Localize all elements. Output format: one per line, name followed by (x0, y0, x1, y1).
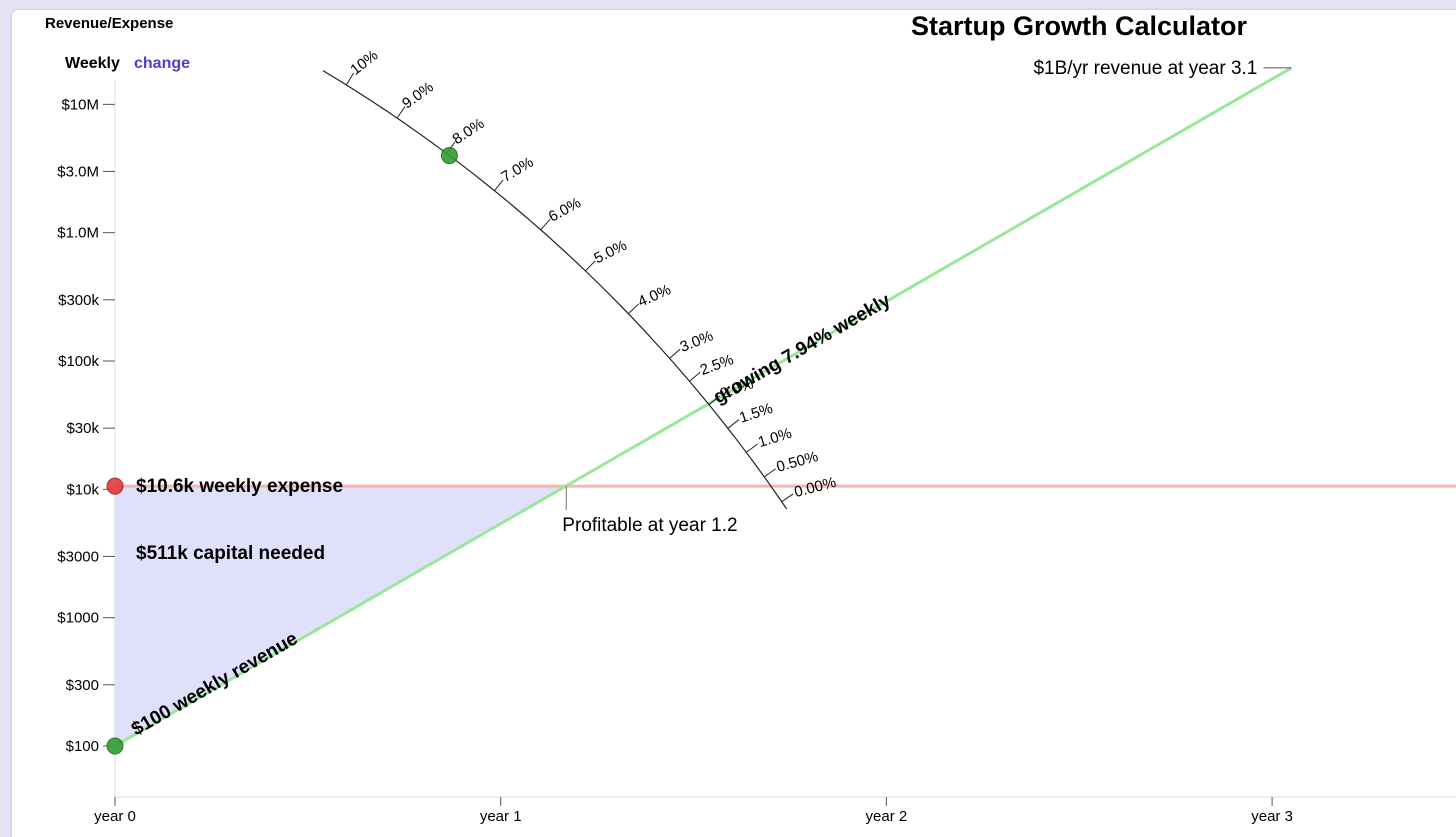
y-tick-label: $1.0M (57, 225, 99, 242)
growth-rate-handle[interactable] (440, 147, 458, 165)
revenue-start-handle[interactable] (106, 737, 124, 755)
growth-dial-label: 3.0% (678, 327, 716, 355)
growth-dial-tick (540, 219, 551, 231)
growth-dial-label: 1.5% (737, 400, 775, 427)
y-tick-label: $100 (66, 738, 99, 755)
expense-handle[interactable] (106, 477, 124, 495)
y-axis-title: Revenue/Expense (45, 15, 173, 32)
growth-rate-label: growing 7.94% weekly (710, 290, 895, 409)
growth-dial-label: 1.0% (756, 425, 794, 451)
growth-dial-arc (322, 70, 788, 510)
growth-dial-tick (628, 303, 639, 315)
growth-dial-label: 10% (347, 47, 381, 79)
period-label: Weekly (65, 55, 120, 72)
y-tick-label: $300k (58, 292, 99, 309)
growth-dial-tick (763, 468, 776, 478)
growth-dial-tick (689, 371, 701, 382)
y-tick-label: $1000 (57, 610, 99, 627)
growth-dial-label: 0.50% (775, 448, 821, 476)
growth-dial-tick (746, 443, 758, 453)
growth-dial-tick (494, 179, 504, 191)
growth-dial-label: 7.0% (498, 154, 536, 186)
y-tick-label: $100k (58, 353, 99, 370)
growth-chart: $10M $3.0M $1.0M $300k $100k $30k $10k $3000 $10… (45, 11, 1456, 825)
y-tick-label: $10M (61, 96, 99, 113)
y-tick-label: $30k (66, 420, 99, 437)
growth-dial-tick (396, 106, 406, 119)
target-revenue-label: $1B/yr revenue at year 3.1 (1033, 58, 1257, 79)
x-tick-label: year 0 (94, 808, 136, 825)
x-tick-label: year 1 (480, 808, 522, 825)
profitable-label: Profitable at year 1.2 (562, 515, 737, 536)
y-tick-label: $3000 (57, 548, 99, 565)
growth-dial-tick (727, 419, 740, 429)
growth-dial-tick (669, 348, 681, 359)
growth-dial-label: 8.0% (450, 115, 488, 148)
growth-dial-label: 5.0% (591, 237, 629, 267)
growth-dial-tick (345, 72, 355, 86)
x-tick-label: year 3 (1251, 808, 1293, 825)
capital-needed-label: $511k capital needed (136, 543, 325, 564)
chart-title: Startup Growth Calculator (911, 11, 1248, 41)
growth-dial-label: 4.0% (635, 281, 673, 310)
change-period-link[interactable]: change (134, 55, 191, 72)
growth-dial-label: 6.0% (546, 194, 584, 225)
growth-dial-tick (781, 493, 794, 503)
revenue-line (114, 66, 1293, 748)
growth-dial-tick (585, 260, 596, 272)
calculator-window: $10M $3.0M $1.0M $300k $100k $30k $10k $3000 $10… (12, 10, 1456, 837)
growth-dial-label: 2.5% (698, 351, 736, 379)
growth-dial-label: 9.0% (399, 79, 437, 113)
growth-dial-tick (708, 395, 721, 405)
x-tick-label: year 2 (866, 808, 908, 825)
y-tick-label: $3.0M (57, 163, 99, 180)
y-tick-label: $300 (66, 677, 99, 694)
growth-dial-label: 0.00% (792, 474, 837, 501)
y-tick-label: $10k (66, 481, 99, 498)
expense-label: $10.6k weekly expense (136, 476, 343, 497)
